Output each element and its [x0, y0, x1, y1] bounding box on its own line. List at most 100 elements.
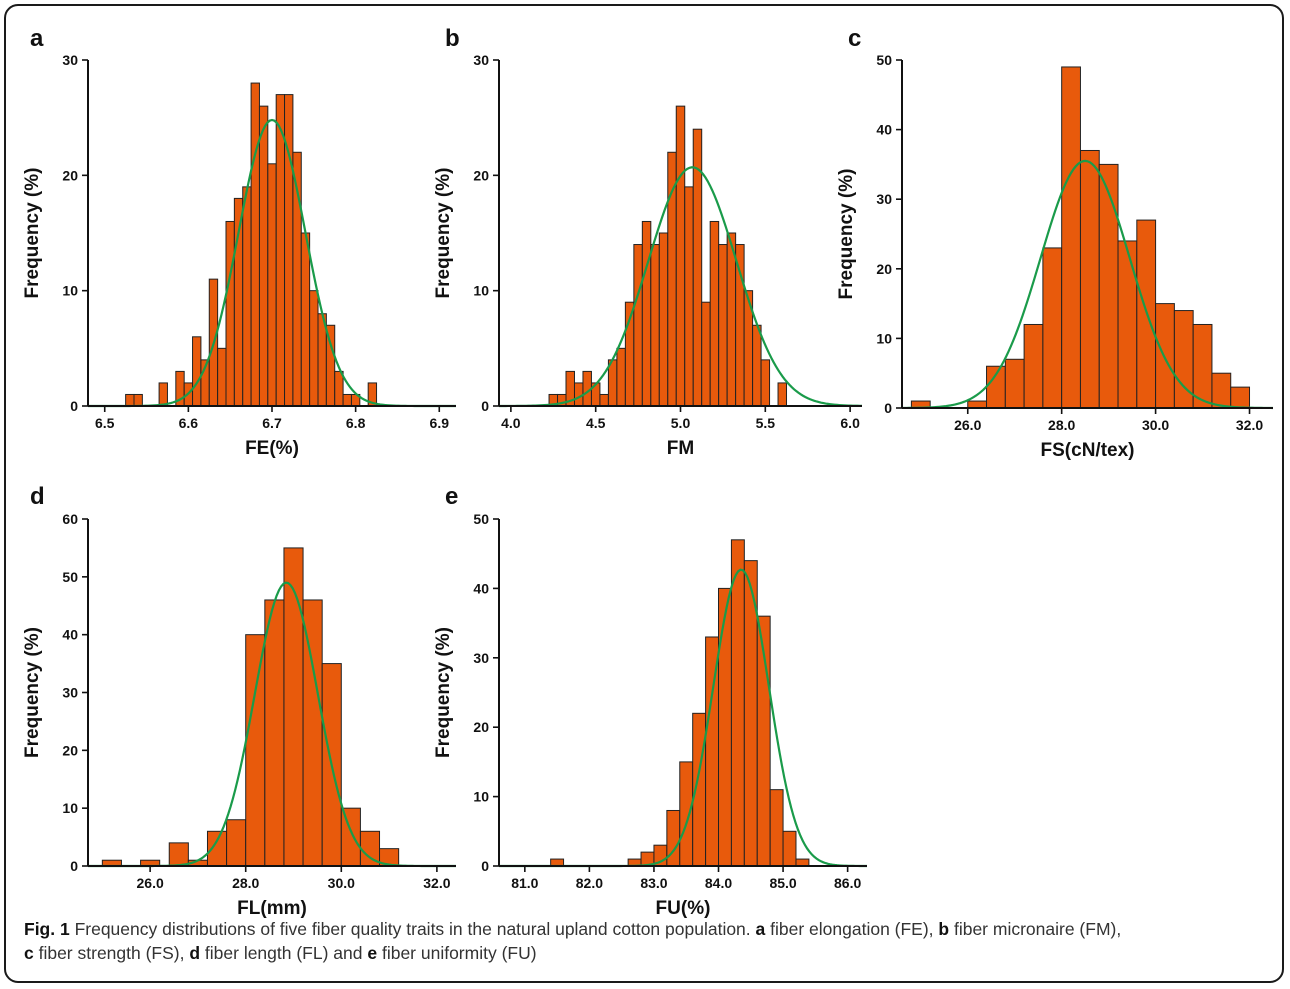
- caption-key-d: d: [189, 943, 201, 963]
- histogram-bar: [726, 232, 737, 407]
- histogram-bar: [666, 809, 681, 867]
- histogram-bar: [616, 347, 626, 407]
- histogram-bar: [267, 163, 277, 407]
- panel-c: c 0 10 20 30 40 50 26.0 28.0 30.0 32.0 FS(cN/tex) Fr…: [836, 25, 1274, 461]
- histogram-bar: [245, 634, 266, 867]
- histogram-bar: [1023, 323, 1044, 409]
- histogram-bar: [342, 393, 352, 407]
- histogram-bar: [599, 393, 609, 407]
- histogram-bar: [1117, 240, 1138, 409]
- y-tick-label: 0: [481, 858, 489, 874]
- histogram-bar: [684, 186, 694, 407]
- x-tick-label: 86.0: [834, 875, 861, 891]
- panel-letter: d: [30, 483, 45, 510]
- histogram-bar: [250, 82, 260, 407]
- y-tick-label: 20: [62, 742, 78, 758]
- caption-text-intro: Frequency distributions of five fiber qu…: [69, 919, 756, 939]
- panel-letter: e: [445, 483, 458, 510]
- x-tick-label: 26.0: [137, 875, 164, 891]
- y-tick-label: 0: [884, 400, 892, 416]
- y-tick-label: 10: [876, 330, 892, 346]
- y-axis-title: Frequency (%): [22, 168, 43, 299]
- histogram-bar: [264, 599, 285, 867]
- histogram-bar: [1004, 358, 1025, 409]
- histogram-bar: [283, 547, 304, 867]
- caption-text-a: fiber elongation (FE),: [765, 919, 939, 939]
- panel-letter: c: [848, 25, 861, 52]
- y-tick-label: 40: [473, 580, 489, 596]
- x-tick-label: 28.0: [232, 875, 259, 891]
- histogram-bar: [192, 336, 202, 407]
- y-tick-label: 10: [62, 800, 78, 816]
- figure-caption: Fig. 1 Frequency distributions of five f…: [24, 917, 1274, 965]
- histogram-bar: [967, 400, 988, 409]
- y-tick-label: 30: [876, 191, 892, 207]
- histogram-bar: [275, 94, 286, 407]
- x-tick-label: 5.0: [671, 415, 691, 431]
- histogram-bar: [752, 324, 762, 407]
- x-tick-label: 30.0: [328, 875, 355, 891]
- histogram-bar: [679, 761, 694, 867]
- y-tick-label: 20: [473, 719, 489, 735]
- histogram-bar: [633, 244, 643, 407]
- histogram-bar: [258, 105, 269, 407]
- figure-frame: [4, 4, 1284, 983]
- normal-fit-curve: [901, 159, 1274, 410]
- panel-a: a 0 10 20 30 6.5 6.6 6.7 6.8 6.9 FE(%) Frequency (%…: [22, 25, 456, 459]
- histogram-bar: [986, 365, 1006, 409]
- histogram-bar: [225, 220, 235, 407]
- histogram-bar: [340, 807, 361, 867]
- histogram-bar: [158, 382, 168, 407]
- histogram-bar: [309, 290, 319, 407]
- y-tick-label: 60: [62, 511, 78, 527]
- x-tick-label: 6.9: [430, 415, 450, 431]
- y-tick-label: 50: [473, 511, 489, 527]
- caption-text-b: fiber micronaire (FM),: [949, 919, 1122, 939]
- histogram-bar: [709, 220, 720, 407]
- y-tick-label: 0: [70, 858, 78, 874]
- y-tick-label: 10: [62, 283, 78, 299]
- y-axis-title: Frequency (%): [433, 627, 454, 758]
- histogram-bar: [718, 244, 728, 407]
- y-tick-label: 20: [876, 261, 892, 277]
- caption-text-e: fiber uniformity (FU): [377, 943, 537, 963]
- histogram-bar: [1042, 247, 1063, 409]
- histogram-bar: [769, 789, 784, 867]
- y-axis-title: Frequency (%): [22, 627, 43, 758]
- histogram-bar: [782, 830, 797, 867]
- histogram-bar: [1061, 66, 1081, 409]
- caption-label: Fig. 1: [24, 919, 70, 939]
- caption-key-c: c: [24, 943, 34, 963]
- histogram-bar: [718, 587, 732, 867]
- y-tick-label: 20: [473, 167, 489, 183]
- x-tick-label: 4.5: [586, 415, 606, 431]
- histogram-bar: [300, 232, 311, 407]
- y-tick-label: 30: [473, 650, 489, 666]
- y-tick-label: 40: [62, 627, 78, 643]
- y-tick-label: 10: [473, 789, 489, 805]
- y-tick-label: 30: [62, 52, 78, 68]
- histogram-bar: [334, 370, 344, 407]
- x-tick-label: 30.0: [1142, 417, 1169, 433]
- x-tick-label: 6.8: [346, 415, 366, 431]
- y-tick-label: 50: [876, 52, 892, 68]
- x-axis-title: FU(%): [656, 898, 711, 919]
- y-tick-label: 0: [70, 398, 78, 414]
- x-axis-title: FS(cN/tex): [1041, 440, 1135, 461]
- panel-b: b 0 10 20 30 4.0 4.5 5.0 5.5 6.0 FM Frequency (%): [433, 25, 863, 459]
- panel-e: e 0 10 20 30 40 50 81.0 82.0 83.0 84.0 85.0 86.0 FU(%…: [433, 483, 867, 919]
- x-tick-label: 81.0: [511, 875, 538, 891]
- histogram-bar: [641, 220, 652, 407]
- panel-letter: b: [445, 25, 460, 52]
- histogram-bar: [730, 539, 745, 867]
- y-tick-label: 20: [62, 167, 78, 183]
- x-tick-label: 4.0: [501, 415, 521, 431]
- y-tick-label: 50: [62, 569, 78, 585]
- histogram-bar: [125, 393, 135, 407]
- histogram-bar: [760, 359, 771, 407]
- x-tick-label: 6.6: [179, 415, 199, 431]
- histogram-bar: [168, 842, 189, 867]
- histogram-bar: [1211, 372, 1232, 409]
- x-tick-label: 84.0: [705, 875, 732, 891]
